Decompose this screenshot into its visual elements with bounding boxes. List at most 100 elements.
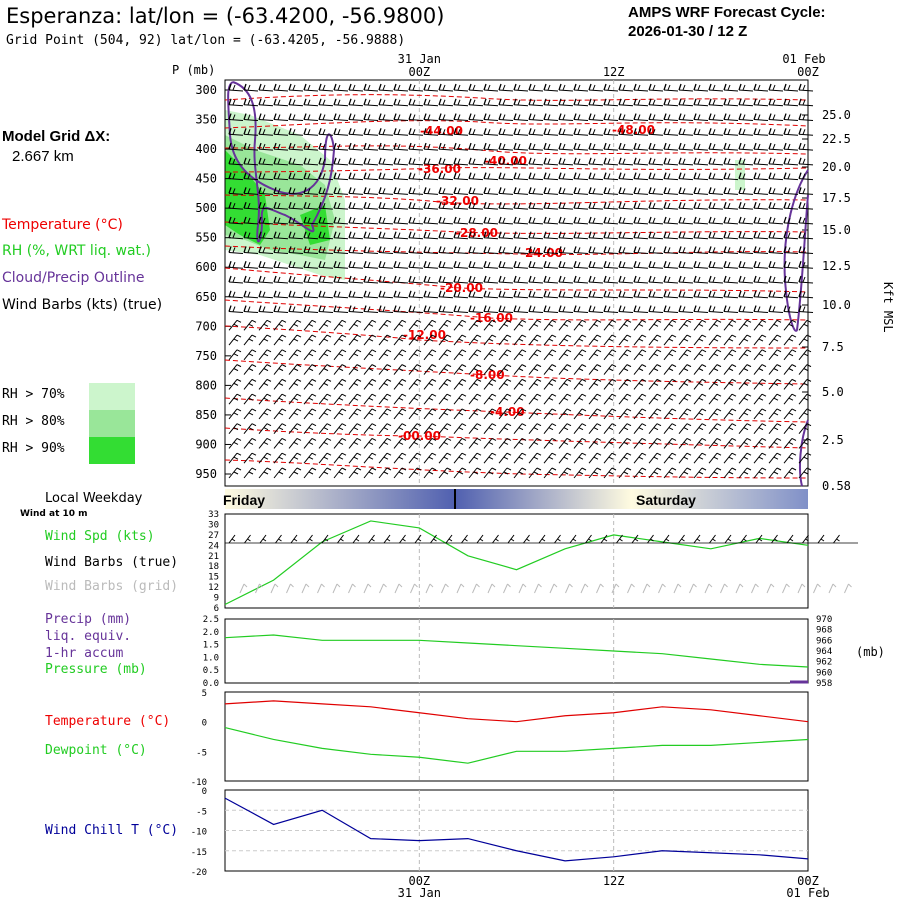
wind-barb	[348, 311, 364, 314]
wind-barb	[311, 364, 317, 368]
wind-barb	[322, 202, 326, 209]
wind-barb	[596, 364, 602, 368]
wind-barb	[746, 349, 752, 353]
wind-barb	[393, 113, 397, 120]
wind-barb	[367, 247, 371, 253]
wind-barb	[438, 98, 442, 105]
wind-barb	[232, 129, 236, 135]
wind-barb	[307, 129, 311, 135]
wind-barb	[678, 207, 694, 210]
wind-barb	[618, 334, 628, 346]
grid-barb	[689, 583, 694, 594]
wind-barb	[393, 201, 397, 209]
wind-barb	[678, 89, 694, 92]
wind-barb	[431, 467, 437, 471]
wind-barb	[393, 290, 397, 297]
wind-barb	[473, 323, 479, 327]
wind-barb	[543, 89, 559, 92]
wind-barb	[783, 231, 787, 238]
wind-barb	[723, 467, 733, 479]
wind-barb	[682, 188, 686, 194]
wind-barb	[258, 305, 262, 312]
wind-barb	[228, 261, 232, 268]
wind-barb	[438, 89, 454, 92]
weekday-saturday-fill	[455, 489, 808, 509]
wind-barb	[243, 128, 247, 135]
wind-barb	[288, 157, 292, 165]
wind-barb	[668, 368, 674, 372]
wind-barb	[678, 83, 682, 91]
wind-barb	[483, 290, 487, 297]
wind-barb	[558, 104, 574, 107]
wind-barb	[378, 438, 388, 449]
wind-barb	[761, 467, 767, 471]
wind-barb	[288, 207, 304, 210]
wind-barb	[248, 456, 254, 460]
wind-barb	[352, 232, 356, 238]
wind-barb	[637, 99, 641, 105]
wind-barb	[548, 338, 554, 342]
wind-barb	[408, 393, 418, 405]
wind-barb	[273, 334, 283, 346]
wind-barb	[296, 393, 302, 397]
wind-barb	[487, 306, 491, 312]
wind-barb	[802, 158, 806, 165]
wind-barb	[618, 83, 622, 91]
wind-barb	[337, 173, 341, 179]
wind-barb	[318, 187, 322, 194]
wind-barb	[423, 266, 439, 269]
wind-barb	[248, 412, 254, 416]
wind-barb	[623, 353, 629, 357]
wind-barb	[251, 438, 257, 441]
wind-barb	[562, 143, 566, 150]
wind-barb	[723, 423, 733, 435]
wind-barb	[593, 338, 599, 342]
wind-barb	[738, 281, 754, 284]
wind-barb	[413, 397, 419, 401]
wind-barb	[603, 408, 613, 420]
wind-barb	[768, 216, 772, 224]
wind-barb	[637, 262, 641, 268]
wind-barb	[232, 306, 236, 312]
wind-barb	[393, 334, 403, 346]
wind-barb	[638, 442, 644, 445]
wind-barb	[603, 113, 607, 120]
wind-barb	[678, 261, 682, 268]
wind-barb	[258, 157, 262, 165]
wind-barb	[573, 438, 583, 449]
wind-barb	[243, 452, 253, 464]
wind-barb	[266, 378, 272, 382]
wind-barb	[491, 334, 497, 338]
wind-barb	[292, 232, 296, 238]
pressure-tick-label: 964	[816, 647, 832, 657]
wind-barb	[341, 408, 347, 412]
wind-barb	[307, 232, 311, 238]
wind-barb	[757, 232, 761, 238]
wind-barb	[382, 99, 386, 105]
wind-barb	[683, 471, 689, 475]
wind-barb	[708, 305, 712, 312]
wind-barb	[573, 192, 589, 195]
wind-barb	[453, 89, 469, 92]
wind-barb	[611, 349, 617, 353]
wind-barb	[551, 378, 557, 382]
wind-barb	[633, 237, 649, 240]
wind-barb	[738, 172, 742, 179]
wind-barb	[473, 353, 479, 357]
wind-barb	[611, 334, 617, 338]
wind-barb	[588, 98, 592, 105]
wind-barb	[648, 207, 664, 210]
wind-barb	[588, 142, 592, 150]
wind-barb	[558, 163, 574, 166]
wind-barb	[608, 456, 614, 460]
wind-barb	[753, 364, 763, 375]
wind-barb	[716, 423, 722, 427]
wind-barb	[618, 207, 634, 210]
wind-barb	[487, 129, 491, 135]
wind-barb	[348, 104, 364, 107]
wind-barb	[577, 99, 581, 105]
wind-barb	[378, 290, 382, 297]
wind-barb	[288, 222, 304, 225]
wind-barb	[783, 178, 799, 181]
wind-barb	[788, 442, 794, 445]
